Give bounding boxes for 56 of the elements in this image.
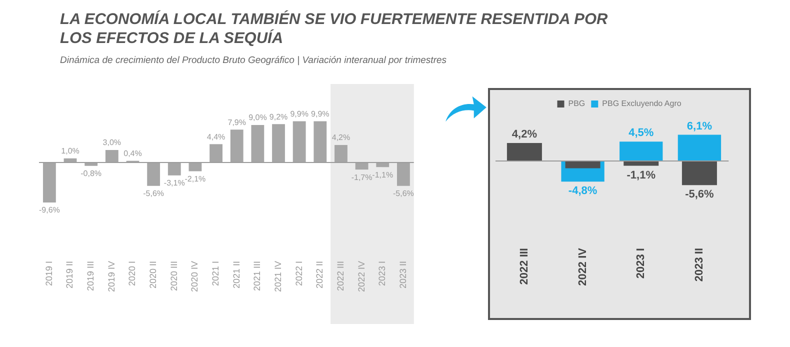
data-label: 9,9% xyxy=(311,109,330,118)
data-label: -2,1% xyxy=(184,174,206,184)
bar xyxy=(678,134,722,160)
x-tick-label: 2019 IV xyxy=(106,260,116,292)
bar xyxy=(682,162,717,186)
data-label: -1,1% xyxy=(372,170,394,180)
data-label: 9,2% xyxy=(269,112,288,122)
bar xyxy=(624,162,659,166)
x-tick-label: 2022 III xyxy=(335,260,346,292)
x-tick-label: 2020 IV xyxy=(190,260,200,292)
x-tick-label: 2021 III xyxy=(252,260,262,292)
data-label: -5,6% xyxy=(393,189,414,198)
x-tick-label: 2023 II xyxy=(398,260,408,289)
data-label: 4,5% xyxy=(628,127,654,140)
x-tick-label: 2021 IV xyxy=(272,260,283,292)
data-label: 9,9% xyxy=(290,109,308,118)
data-label: -4,8% xyxy=(568,185,598,198)
x-tick-label: 2023 I xyxy=(377,260,388,286)
x-tick-label: 2022 IV xyxy=(576,247,589,286)
data-label: 3,0% xyxy=(102,138,122,148)
x-tick-label: 2020 III xyxy=(168,260,179,292)
x-tick-label: 2023 I xyxy=(635,248,648,279)
data-label: 1,0% xyxy=(61,146,80,156)
data-label: -9,6% xyxy=(38,206,60,215)
legend-label: PBG xyxy=(568,99,586,108)
data-label: -5,6% xyxy=(685,188,714,201)
chart-subtitle: Dinámica de crecimiento del Producto Bruto Geográfico | Variación interanual por trimestres xyxy=(60,55,448,66)
x-tick-label: 2022 IV xyxy=(356,260,366,292)
legend-label: PBG Excluyendo Agro xyxy=(602,99,682,108)
chart-title: LA ECONOMÍA LOCAL TAMBIÉN SE VIO FUERTEMENTE RESENTIDA POR LOS EFECTOS DE LA SEQUÍA xyxy=(60,10,609,48)
x-tick-label: 2020 II xyxy=(148,260,158,289)
data-label: -1,7% xyxy=(351,172,372,182)
bar xyxy=(506,142,542,160)
data-label: -5,6% xyxy=(143,189,164,198)
data-label: 9,0% xyxy=(248,113,267,122)
data-label: -0,8% xyxy=(80,169,102,178)
x-tick-label: 2020 I xyxy=(127,260,138,286)
data-label: 6,1% xyxy=(686,120,712,132)
data-label: 7,9% xyxy=(228,118,246,127)
x-tick-label: 2019 II xyxy=(64,260,75,289)
data-label: 4,4% xyxy=(206,132,226,142)
x-tick-label: 2022 I xyxy=(294,260,304,286)
data-label: -1,1% xyxy=(626,169,656,182)
x-tick-label: 2022 II xyxy=(314,260,325,289)
x-tick-label: 2019 I xyxy=(44,260,54,286)
x-tick-label: 2021 II xyxy=(231,260,242,289)
data-label: 0,4% xyxy=(124,149,142,158)
x-tick-label: 2019 III xyxy=(86,260,96,292)
data-label: -3,1% xyxy=(164,178,185,188)
x-tick-label: 2021 I xyxy=(210,260,221,286)
bar xyxy=(565,162,600,168)
bar xyxy=(620,142,663,160)
data-label: 4,2% xyxy=(332,133,350,142)
data-label: 4,2% xyxy=(512,128,538,140)
x-tick-label: 2023 II xyxy=(693,248,706,282)
x-tick-label: 2022 III xyxy=(518,248,530,285)
